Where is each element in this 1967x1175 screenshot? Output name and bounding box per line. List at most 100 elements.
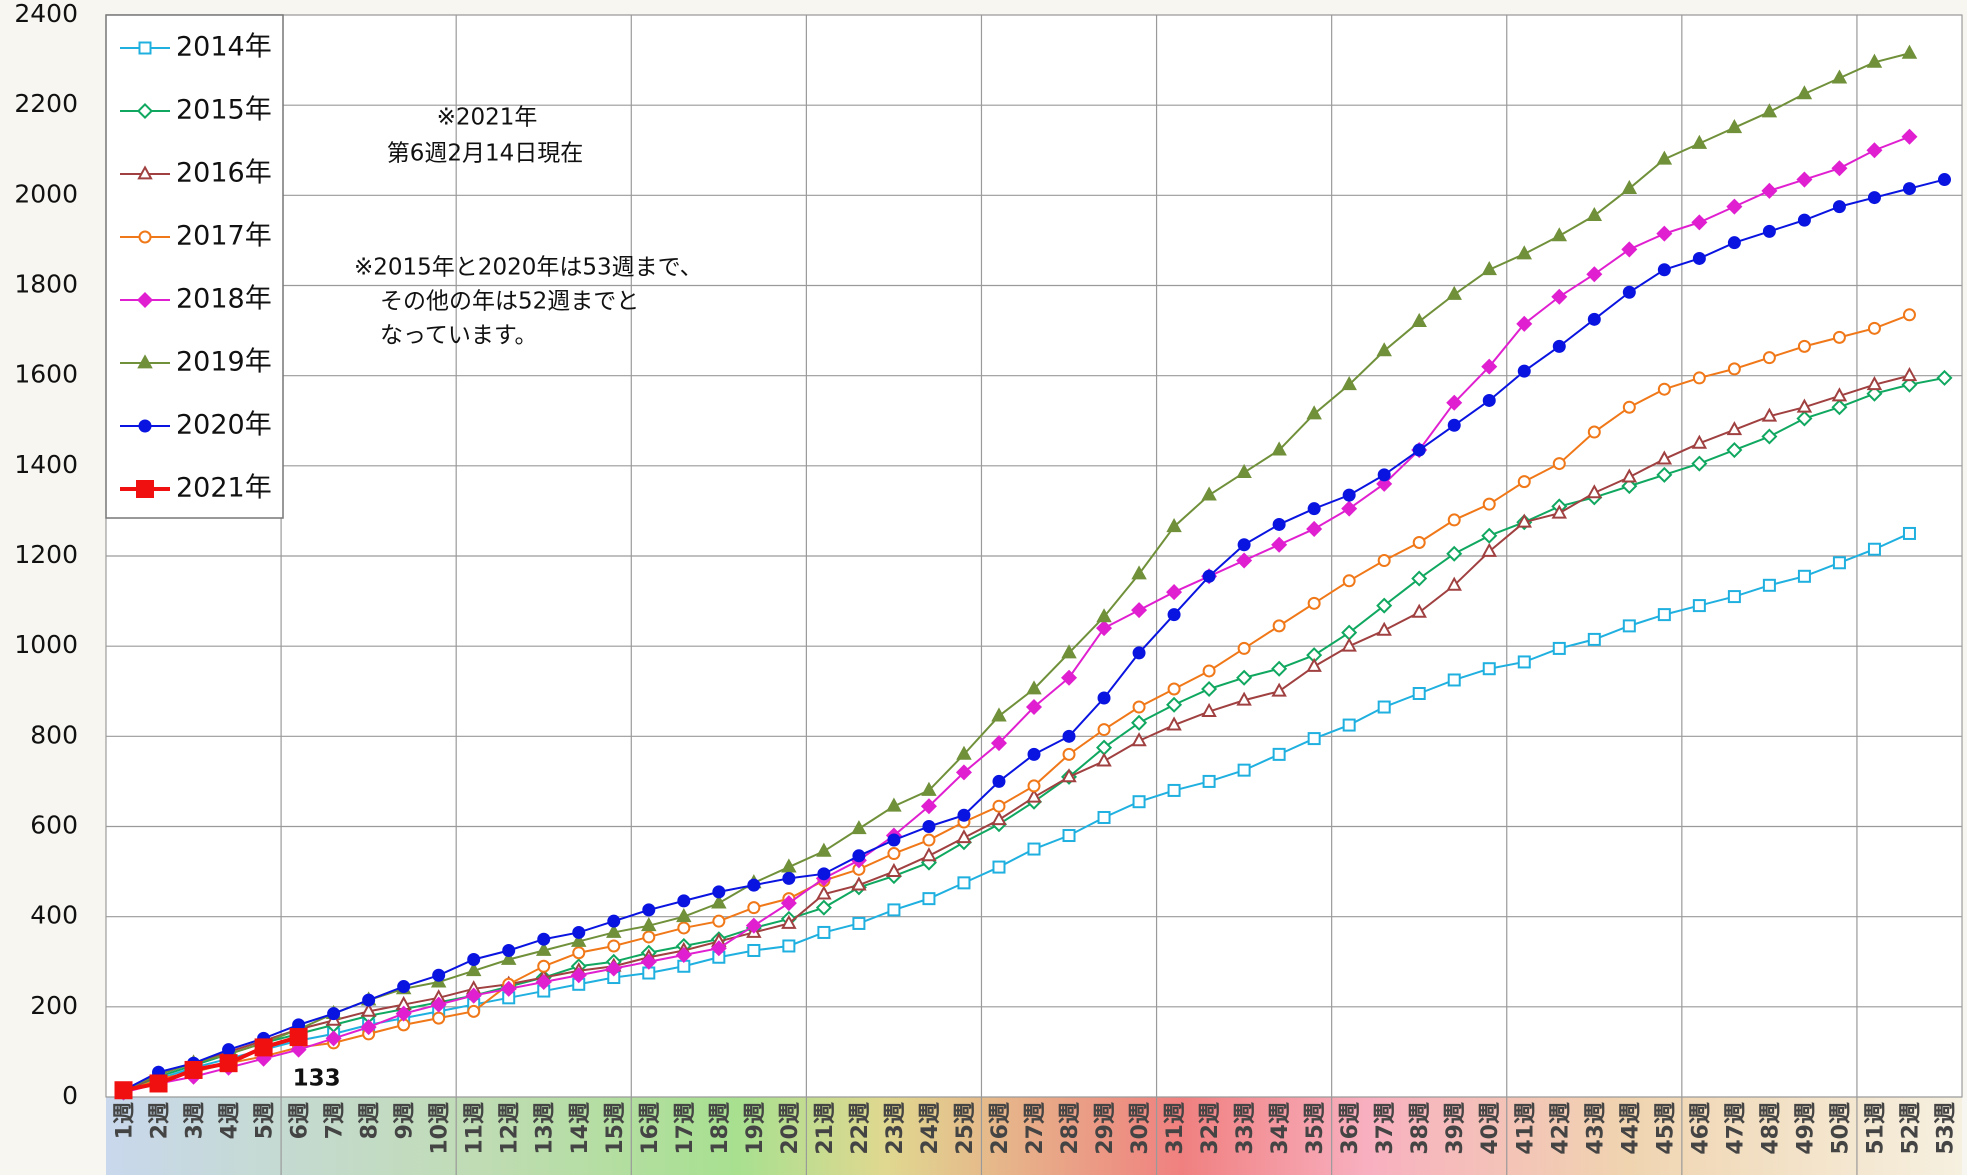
marker (1797, 213, 1811, 227)
marker (1446, 545, 1463, 562)
marker (1831, 69, 1848, 84)
x-tick-label: 44週 (1618, 1102, 1643, 1155)
marker (676, 907, 692, 923)
x-tick-label: 12週 (498, 1102, 523, 1155)
marker (1061, 768, 1077, 783)
marker (149, 1074, 168, 1093)
marker (1236, 463, 1252, 478)
marker (1062, 729, 1076, 743)
marker (1622, 619, 1636, 633)
marker (747, 878, 761, 892)
marker (1167, 682, 1181, 696)
marker (1132, 795, 1146, 809)
x-tick-label: 21週 (813, 1102, 838, 1155)
marker (1552, 339, 1566, 353)
marker (852, 916, 866, 930)
marker (1727, 590, 1741, 604)
marker (780, 895, 797, 912)
marker (1236, 669, 1253, 686)
marker (1167, 783, 1181, 797)
marker (1061, 669, 1078, 686)
marker (537, 932, 551, 946)
marker (1586, 206, 1603, 222)
marker (138, 419, 152, 433)
x-tick-label: 9週 (393, 1102, 418, 1139)
marker (817, 925, 831, 939)
marker (1517, 475, 1531, 489)
marker (816, 885, 832, 900)
marker (1482, 497, 1496, 511)
annotation: ※2015年と2020年は53週まで、 (354, 255, 703, 281)
marker (1516, 513, 1533, 528)
x-tick-label: 13週 (533, 1102, 558, 1155)
marker (1202, 569, 1216, 583)
marker (1026, 788, 1042, 803)
marker (255, 1050, 272, 1067)
marker (1761, 407, 1778, 422)
y-tick-label: 1600 (14, 360, 78, 389)
marker (432, 1011, 446, 1025)
marker (1096, 608, 1112, 623)
marker (1657, 608, 1671, 622)
marker (535, 941, 552, 956)
marker (1271, 536, 1288, 553)
x-tick-label: 8週 (358, 1102, 383, 1139)
x-tick-label: 28週 (1058, 1102, 1083, 1155)
marker (1377, 554, 1391, 568)
marker (1236, 552, 1253, 569)
marker (922, 892, 936, 906)
marker (1377, 700, 1391, 714)
marker (1691, 214, 1708, 231)
marker (1726, 421, 1743, 436)
marker (1376, 342, 1392, 357)
marker (114, 1081, 133, 1100)
marker (1551, 288, 1568, 305)
marker (1272, 517, 1286, 531)
marker (781, 914, 797, 929)
marker (1622, 400, 1636, 414)
marker (922, 820, 936, 833)
x-tick-label: 48週 (1758, 1102, 1783, 1155)
marker (1551, 227, 1568, 242)
marker (1376, 597, 1393, 614)
x-tick-label: 2週 (148, 1102, 173, 1139)
marker (395, 1005, 412, 1022)
x-tick-label: 30週 (1128, 1102, 1153, 1155)
marker (571, 932, 587, 947)
marker (1096, 620, 1113, 637)
marker (816, 842, 832, 857)
marker (677, 921, 691, 935)
marker (887, 833, 901, 847)
marker (1866, 385, 1883, 402)
marker (745, 917, 762, 934)
y-tick-label: 2200 (14, 89, 78, 118)
marker (1796, 171, 1813, 188)
x-tick-label: 3週 (183, 1102, 208, 1139)
marker (1481, 527, 1498, 544)
marker (1131, 732, 1147, 747)
legend-label: 2014年 (176, 32, 272, 63)
marker (642, 930, 656, 944)
marker (1727, 236, 1741, 250)
marker (675, 946, 692, 964)
legend-label: 2015年 (176, 95, 272, 126)
marker (712, 885, 726, 899)
marker (1482, 393, 1496, 407)
series-line (123, 135, 1910, 1094)
x-tick-label: 14週 (568, 1102, 593, 1155)
marker (1201, 486, 1217, 501)
marker (1272, 747, 1286, 761)
marker (137, 165, 153, 180)
marker (1341, 637, 1357, 652)
marker (815, 899, 832, 916)
marker (851, 876, 867, 891)
marker (1621, 478, 1638, 495)
marker (1517, 364, 1531, 378)
marker (887, 903, 901, 917)
marker (467, 1004, 481, 1018)
marker (1762, 224, 1776, 238)
series-line (123, 313, 1910, 1094)
marker (1097, 691, 1111, 705)
x-tick-label: 46週 (1688, 1102, 1713, 1155)
